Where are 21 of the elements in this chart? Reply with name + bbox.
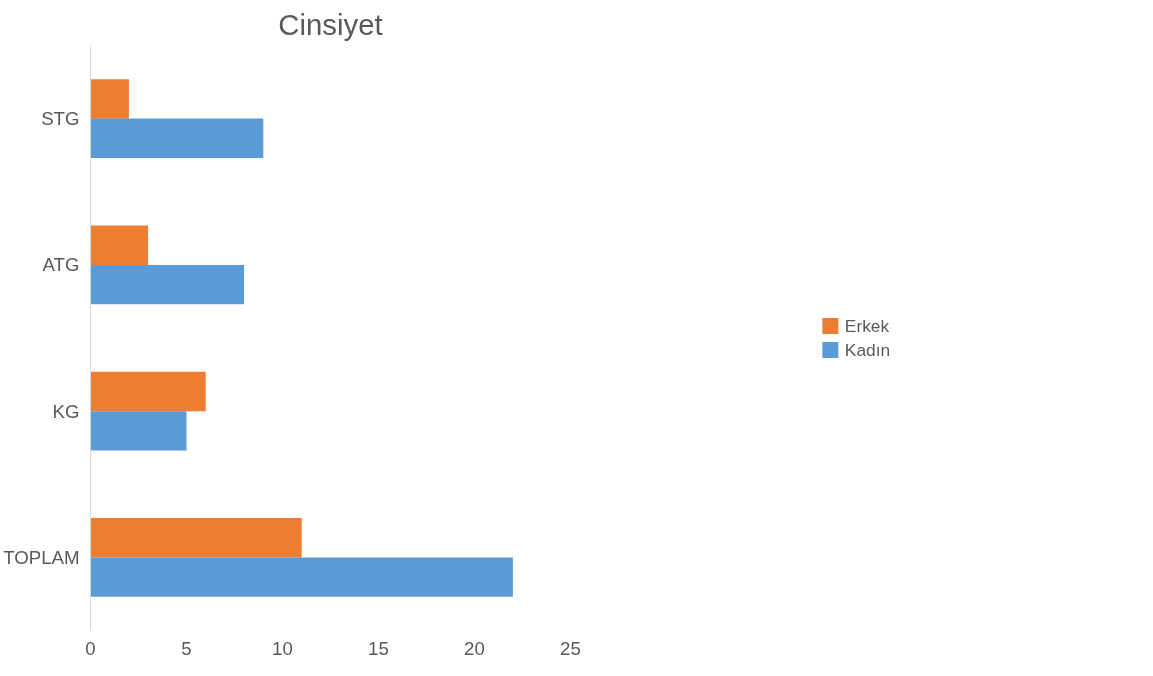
x-tick-label: 25 — [560, 637, 581, 659]
y-tick-label: ATG — [42, 254, 80, 276]
bar — [90, 264, 245, 305]
legend-label: Erkek — [844, 315, 890, 336]
x-tick-label: 5 — [181, 637, 192, 659]
legend-label: Kadın — [844, 339, 891, 360]
bar — [90, 118, 264, 159]
x-tick-label: 10 — [272, 637, 293, 659]
x-tick-label: 0 — [85, 637, 96, 659]
y-tick-label: TOPLAM — [3, 546, 80, 568]
bar — [90, 79, 129, 119]
bar — [90, 557, 513, 597]
bar — [90, 371, 206, 412]
y-tick-label: KG — [52, 400, 80, 422]
bar — [90, 517, 302, 558]
x-tick-label: 20 — [464, 637, 485, 659]
bar — [90, 225, 149, 265]
y-tick-label: STG — [41, 108, 80, 130]
x-tick-label: 15 — [368, 637, 389, 659]
chart-title: Cinsiyet — [278, 7, 383, 41]
bar — [90, 411, 187, 451]
